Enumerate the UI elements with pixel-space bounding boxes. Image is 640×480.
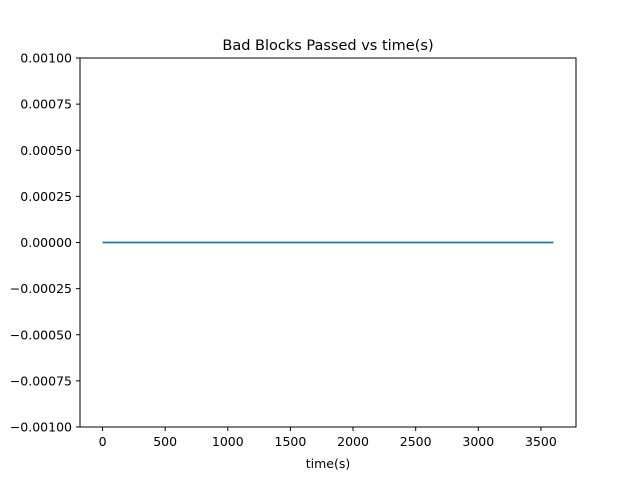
x-tick-label: 1500: [275, 434, 307, 449]
y-tick-label: 0.00000: [20, 235, 72, 250]
chart-title: Bad Blocks Passed vs time(s): [222, 38, 433, 54]
y-tick-label: 0.00025: [20, 189, 72, 204]
x-axis-label: time(s): [306, 456, 351, 471]
y-tick-label: 0.00050: [20, 143, 72, 158]
x-tick-label: 500: [153, 434, 177, 449]
y-axis: 0.00100 0.00075 0.00050 0.00025 0.00000 −0.00…: [10, 51, 80, 435]
y-tick-label: 0.00100: [20, 51, 72, 66]
y-tick-label: −0.00050: [10, 327, 72, 342]
plot-frame: [79, 57, 577, 428]
x-tick-label: 3500: [525, 434, 557, 449]
y-tick-label: 0.00075: [20, 97, 72, 112]
x-tick-label: 2500: [400, 434, 432, 449]
x-tick-label: 3000: [462, 434, 494, 449]
x-tick-label: 1000: [212, 434, 244, 449]
y-tick-label: −0.00075: [10, 373, 72, 388]
x-axis: 0 500 1000 1500 2000 2500 3000 3500: [99, 427, 557, 449]
y-tick-label: −0.00100: [10, 420, 72, 435]
x-tick-label: 0: [99, 434, 107, 449]
x-tick-label: 2000: [337, 434, 369, 449]
y-tick-label: −0.00025: [10, 281, 72, 296]
